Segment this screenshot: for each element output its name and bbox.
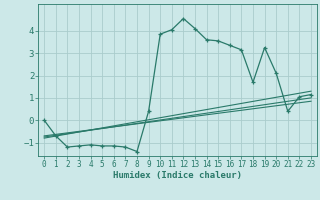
X-axis label: Humidex (Indice chaleur): Humidex (Indice chaleur) xyxy=(113,171,242,180)
